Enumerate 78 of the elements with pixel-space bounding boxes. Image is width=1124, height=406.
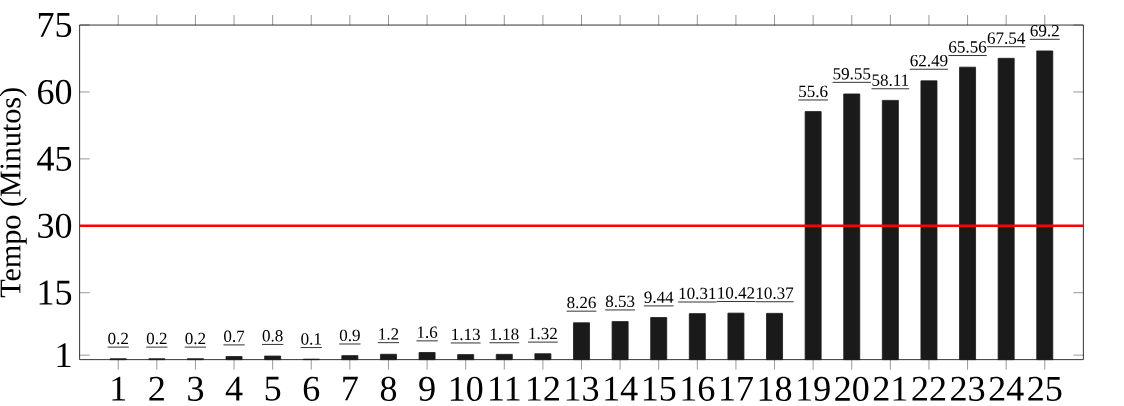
bar [495,354,513,361]
data-label: 1.13 [452,328,480,341]
data-label: 0.2 [185,332,206,345]
bar [341,355,359,361]
y-tick-label: 1 [57,343,71,368]
y-axis-title: Tempo (Minutos) [0,88,27,298]
data-label: 65.56 [949,41,987,53]
data-label: 1.2 [379,328,399,340]
x-tick-label: 2 [149,376,164,401]
bar [457,354,475,361]
x-tick-label: 5 [265,376,281,401]
data-label: 10.42 [718,287,755,299]
bar [1036,50,1054,361]
x-tick-label: 13 [566,376,599,402]
x-tick-label: 25 [1028,376,1062,402]
bar [611,321,629,361]
x-tick-label: 14 [605,376,638,401]
x-tick-label: 11 [490,376,520,401]
data-label: 62.49 [910,55,948,67]
bar [573,322,590,361]
bar [881,100,899,361]
x-tick-label: 4 [225,376,243,401]
data-label: 8.53 [605,295,635,308]
bar [264,355,282,361]
data-label: 0.7 [224,330,245,343]
x-tick-label: 15 [643,376,676,402]
x-tick-label: 10 [450,376,483,402]
bar [766,313,783,361]
bar [727,312,745,361]
y-tick-label: 75 [38,13,72,38]
data-label: 10.31 [679,287,716,300]
y-tick-label: 45 [37,146,72,172]
bar [650,317,668,361]
data-label: 0.8 [262,330,283,342]
data-label: 0.2 [108,332,128,345]
x-tick-label: 7 [343,376,358,401]
data-label: 1.18 [490,328,519,341]
x-tick-label: 17 [721,376,753,401]
x-tick-label: 12 [528,376,559,401]
x-tick-label: 6 [303,376,320,402]
data-label: 58.11 [872,74,909,87]
bar [380,354,397,361]
bar [804,111,822,361]
bar [534,353,552,361]
x-tick-label: 3 [188,376,204,402]
data-label: 0.2 [146,332,167,345]
bar [959,66,976,361]
data-label: 69.2 [1030,25,1059,37]
bar [843,93,861,361]
x-tick-label: 24 [989,376,1024,401]
data-label: 8.26 [567,296,596,309]
y-tick-label: 60 [38,79,72,105]
data-label: 9.44 [644,291,674,304]
x-tick-label: 8 [380,376,397,402]
x-tick-label: 23 [951,376,985,402]
x-tick-label: 22 [912,376,946,401]
x-tick-label: 20 [835,376,869,402]
bar [997,58,1015,361]
x-tick-label: 16 [682,376,715,402]
data-label: 59.55 [833,68,871,80]
data-label: 10.37 [756,287,794,300]
data-label: 1.6 [417,326,438,339]
bar [225,356,243,361]
x-tick-label: 18 [759,376,792,402]
x-tick-label: 9 [419,376,435,402]
x-tick-label: 21 [873,376,907,401]
data-label: 67.54 [987,32,1026,45]
bar [920,80,938,361]
data-label: 0.1 [301,333,321,345]
x-tick-label: 19 [798,376,830,402]
data-label: 55.6 [799,85,828,98]
bar [418,352,436,361]
y-tick-label: 30 [38,213,72,239]
data-label: 0.9 [339,329,360,342]
data-label: 1.32 [529,327,557,340]
x-tick-label: 1 [112,376,126,401]
y-tick-label: 15 [39,280,72,305]
bar [688,313,706,361]
